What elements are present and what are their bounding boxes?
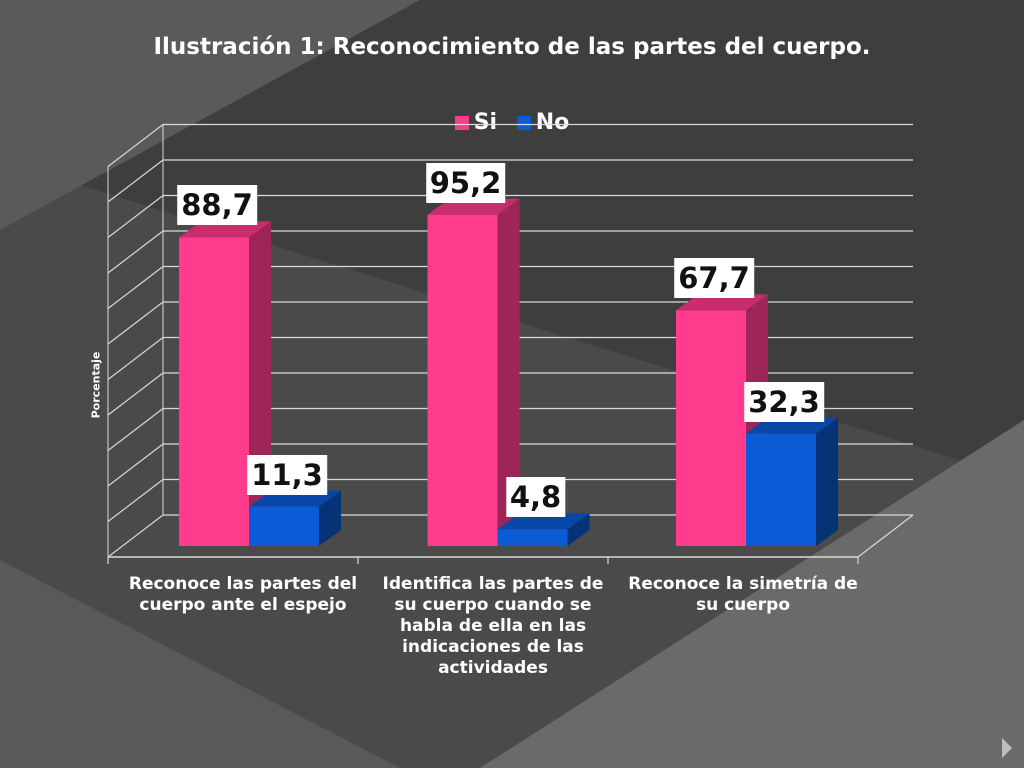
category-label-1: Reconoce las partes del cuerpo ante el e… [128, 574, 358, 615]
legend-label-no: No [535, 110, 570, 135]
bar-si-1 [179, 237, 249, 546]
bar-side-si-2 [497, 198, 520, 547]
gridline-depth-8 [107, 230, 164, 274]
bar-no-3 [746, 433, 816, 546]
gridline-depth-10 [107, 159, 164, 203]
data-label-si-2: 95,2 [425, 162, 506, 203]
category-label-3: Reconoce la simetría de su cuerpo [628, 574, 858, 615]
gridline-depth-3 [107, 408, 164, 451]
bar-top-no-3 [746, 417, 838, 434]
legend-label-si: Si [473, 110, 498, 135]
gridline-depth-7 [107, 266, 164, 309]
category-label-2: Identifica las partes de su cuerpo cuand… [382, 574, 604, 678]
data-label-si-1: 88,7 [177, 185, 257, 226]
gridline-depth-0 [107, 514, 164, 558]
bar-top-si-3 [676, 294, 768, 311]
gridline-depth-2 [107, 443, 164, 487]
gridline-depth-11 [107, 124, 164, 167]
chart-legend: Si No [0, 110, 1024, 136]
bar-top-no-2 [497, 513, 590, 530]
bar-side-no-2 [567, 513, 590, 546]
legend-swatch-si [454, 115, 469, 130]
gridline-depth-6 [107, 301, 164, 345]
data-label-si-3: 67,7 [674, 258, 754, 299]
gridline-depth-9 [107, 195, 164, 238]
floor-right-edge [857, 514, 914, 558]
bar-no-1 [249, 506, 319, 546]
bar-side-no-3 [816, 417, 838, 546]
bar-side-no-1 [319, 490, 341, 546]
data-label-no-1: 11,3 [247, 454, 327, 495]
gridline-depth-1 [107, 479, 164, 522]
bar-top-si-1 [179, 221, 271, 238]
gridline-depth-5 [107, 337, 164, 380]
data-label-no-2: 4,8 [505, 477, 566, 518]
bar-si-2 [427, 214, 498, 547]
bar-si-3 [676, 310, 746, 546]
legend-item-no: No [516, 110, 570, 135]
bar-top-si-2 [427, 198, 520, 215]
legend-swatch-no [516, 115, 531, 130]
legend-item-si: Si [454, 110, 498, 135]
data-label-no-3: 32,3 [744, 381, 824, 422]
gridline-depth-4 [107, 372, 164, 416]
bar-no-2 [497, 529, 568, 546]
bar-top-no-1 [249, 490, 341, 507]
chart-title: Ilustración 1: Reconocimiento de las par… [153, 34, 871, 60]
